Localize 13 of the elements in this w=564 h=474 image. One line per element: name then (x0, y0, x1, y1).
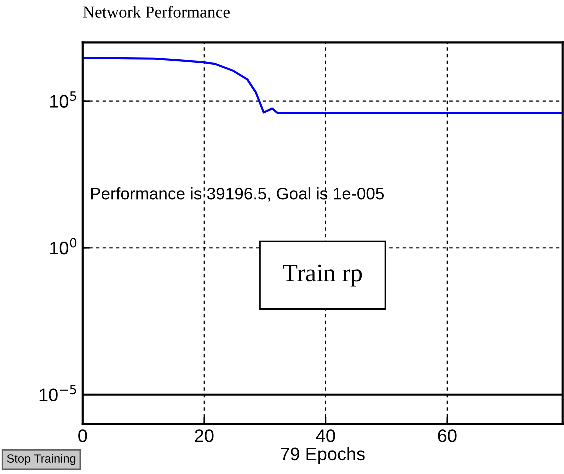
y-tick-label: 10$^{5}$ (50, 92, 76, 108)
text: Stop Training (7, 454, 76, 466)
x-axis-title: 79 Epochs (281, 447, 365, 464)
annotation: Train rp (283, 264, 362, 287)
x-tick-label: 40 (316, 430, 336, 442)
x-tick-label: 20 (195, 430, 214, 442)
x-tick-label: 60 (438, 430, 457, 442)
y-tick-label: 10$^{−5}$ (40, 385, 76, 402)
annotation: Performance is 39196.5, Goal is 1e-005 (91, 188, 384, 202)
line-series (82, 56, 563, 114)
chart-title: Network Performance (83, 6, 230, 18)
y-tick-label: 10$^{0}$ (50, 238, 77, 255)
x-tick-label: 0 (78, 430, 88, 442)
